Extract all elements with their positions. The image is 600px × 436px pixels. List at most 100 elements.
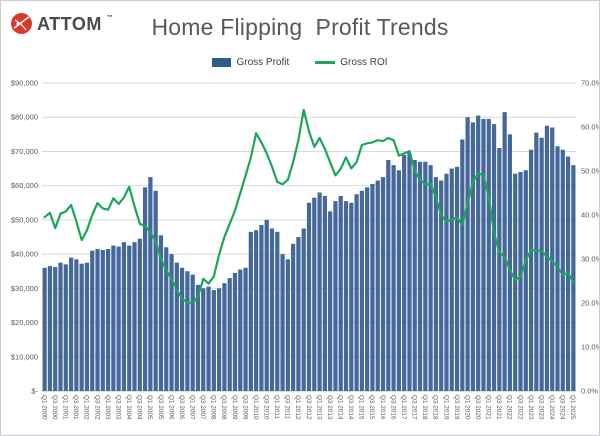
profit-bar	[227, 278, 232, 391]
profit-bar	[84, 262, 90, 391]
profit-bar	[502, 112, 507, 391]
x-axis-tick: Q1 2011	[273, 395, 280, 419]
profit-bar	[127, 245, 132, 391]
profit-bar	[486, 118, 491, 391]
y-axis-right-tick: 0.0%	[581, 387, 598, 396]
profit-bar	[428, 165, 433, 391]
profit-bar	[243, 267, 248, 391]
profit-bar	[528, 149, 534, 391]
x-axis-tick: Q3 2006	[178, 395, 185, 420]
profit-bar	[338, 195, 343, 391]
profit-bar	[275, 231, 280, 391]
x-axis-tick: Q1 2022	[506, 395, 513, 420]
x-axis-tick: Q3 2014	[347, 395, 354, 420]
gross-roi-line	[43, 108, 575, 305]
y-axis-left-tick: $30,000	[11, 284, 38, 293]
profit-bar	[317, 192, 322, 391]
x-axis-tick: Q1 2010	[252, 395, 259, 420]
profit-bar	[201, 288, 206, 391]
x-axis-tick: Q3 2011	[284, 395, 291, 419]
profit-bar	[460, 139, 465, 391]
profit-bar	[132, 242, 137, 391]
profit-bar	[185, 271, 190, 391]
profit-bar	[42, 267, 47, 391]
profit-bar	[386, 160, 391, 391]
x-axis-tick: Q1 2020	[463, 395, 470, 420]
gross-roi-line-icon	[315, 61, 336, 64]
profit-bar	[465, 117, 470, 391]
profit-bar	[306, 202, 312, 391]
x-axis-tick: Q1 2004	[125, 395, 132, 420]
y-axis-left-tick: $60,000	[11, 181, 38, 190]
profit-bar	[560, 149, 565, 391]
profit-bar	[211, 290, 216, 391]
chart-title: Home Flipping Profit Trends	[151, 14, 449, 40]
y-axis-right-tick: 60.0%	[581, 123, 599, 132]
profit-bar	[153, 190, 158, 391]
x-axis-tick: Q1 2014	[337, 395, 344, 420]
x-axis-tick: Q1 2009	[231, 395, 238, 420]
profit-bar	[254, 230, 259, 391]
profit-bar	[137, 238, 142, 391]
gross-profit-swatch-icon	[212, 58, 232, 67]
profit-bar	[195, 284, 201, 391]
x-axis-tick: Q1 2002	[83, 395, 90, 420]
y-axis-right-tick: 70.0%	[581, 79, 599, 88]
profit-bar	[534, 132, 539, 391]
profit-bar	[365, 187, 370, 391]
profit-bar	[513, 173, 518, 391]
profit-bar	[550, 127, 555, 391]
profit-bar	[354, 194, 359, 391]
profit-bar	[179, 267, 185, 391]
profit-bar	[497, 148, 502, 391]
x-axis-tick: Q3 2009	[241, 395, 248, 420]
y-axis-right-tick: 50.0%	[581, 167, 599, 176]
profit-bar	[222, 283, 227, 391]
profit-bar	[375, 180, 380, 391]
x-axis-tick: Q3 2013	[326, 395, 333, 420]
profit-bar	[380, 177, 386, 391]
profit-bar	[105, 248, 111, 391]
x-axis-tick: Q3 2012	[305, 395, 312, 420]
profit-bar	[264, 219, 269, 391]
profit-bar	[544, 125, 550, 392]
profit-bar	[370, 183, 375, 391]
x-axis-tick: Q1 2017	[400, 395, 407, 420]
x-axis-tick: Q3 2005	[157, 395, 164, 420]
profit-bar	[402, 154, 407, 391]
y-axis-left-tick: $50,000	[11, 215, 38, 224]
profit-bar	[259, 225, 264, 391]
x-axis-tick: Q1 2001	[62, 395, 69, 420]
x-axis-tick: Q1 2018	[421, 395, 428, 420]
profit-bar	[359, 190, 364, 391]
attom-logo: ATTOM ™	[10, 12, 113, 35]
profit-bar	[206, 286, 211, 391]
y-axis-left-tick: $10,000	[11, 352, 38, 361]
profit-bar	[523, 170, 528, 391]
y-axis-left-tick: $80,000	[11, 113, 38, 122]
y-axis-right-tick: 30.0%	[581, 255, 599, 264]
attom-logo-icon	[11, 13, 32, 34]
profit-bar	[190, 274, 195, 391]
profit-bar	[322, 195, 327, 391]
profit-bar	[174, 262, 179, 391]
x-axis-tick: Q3 2001	[72, 395, 79, 420]
profit-bar	[518, 171, 523, 391]
profit-bar	[470, 122, 476, 391]
x-axis-tick: Q3 2017	[411, 395, 418, 420]
profit-bar	[491, 124, 497, 392]
profit-bar	[539, 137, 544, 391]
y-axis-right-labels: 0.0% 10.0% 20.0% 30.0% 40.0% 50.0% 60.0% 70.0%	[581, 79, 599, 396]
x-axis-tick: Q3 2008	[220, 395, 227, 420]
profit-bar	[481, 118, 486, 391]
profit-bar	[423, 161, 428, 391]
profit-bar	[285, 259, 290, 391]
x-axis-tick: Q1 2008	[210, 395, 217, 420]
profit-bar	[63, 264, 68, 391]
profit-bar	[169, 254, 174, 391]
profit-bar	[74, 259, 79, 391]
y-axis-left-tick: $70,000	[11, 147, 38, 156]
profit-bar	[343, 201, 349, 391]
